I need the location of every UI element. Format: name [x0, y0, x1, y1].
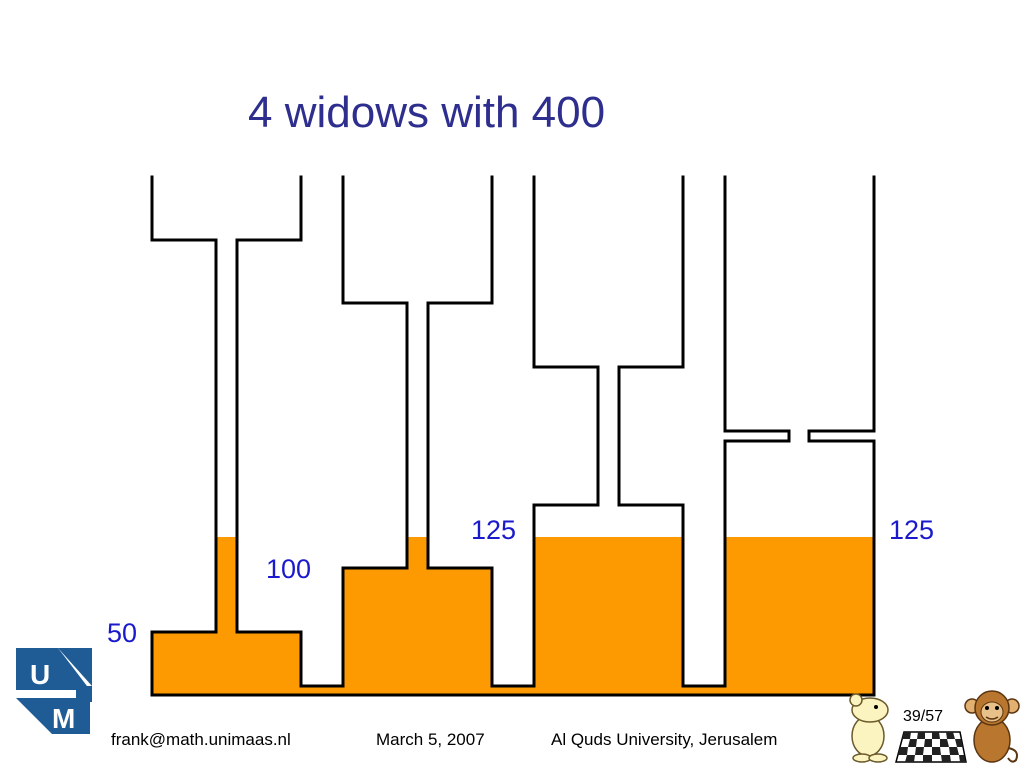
liquid-fills — [152, 537, 874, 695]
fill-connector — [152, 686, 874, 695]
vessel-1-left-wall — [150, 175, 218, 697]
cartoon-monkey-icon — [964, 690, 1020, 763]
chessboard-icon — [895, 731, 967, 763]
vessel-2-right-wall — [426, 175, 600, 688]
fill-vessel-1-neck — [216, 537, 237, 632]
level-label-vessel-4: 125 — [889, 515, 935, 545]
logo-letter-m: M — [52, 703, 75, 734]
level-label-vessel-3: 125 — [471, 515, 517, 545]
vessel-walls — [150, 175, 876, 697]
level-label-vessel-1: 50 — [107, 618, 138, 648]
footer-date: March 5, 2007 — [376, 730, 485, 749]
vessel-3-right-wall — [617, 175, 791, 688]
vessel-4-right-wall — [807, 175, 876, 697]
fill-vessel-1-bowl — [152, 632, 301, 695]
fill-vessel-2-neck — [407, 537, 428, 568]
university-logo: U M — [16, 648, 92, 734]
fill-vessel-2-body — [343, 568, 492, 695]
page-number: 39/57 — [903, 708, 944, 725]
logo-letter-u: U — [30, 659, 50, 690]
slide-title: 4 widows with 400 — [248, 88, 606, 137]
footer-email: frank@math.unimaas.nl — [111, 730, 291, 749]
footer-venue: Al Quds University, Jerusalem — [551, 730, 778, 749]
vessel-1-right-wall — [235, 175, 409, 688]
fill-vessel-4 — [725, 537, 874, 695]
cartoon-mouse-icon — [849, 693, 889, 763]
level-label-vessel-2: 100 — [266, 554, 312, 584]
fill-vessel-3 — [534, 537, 683, 695]
